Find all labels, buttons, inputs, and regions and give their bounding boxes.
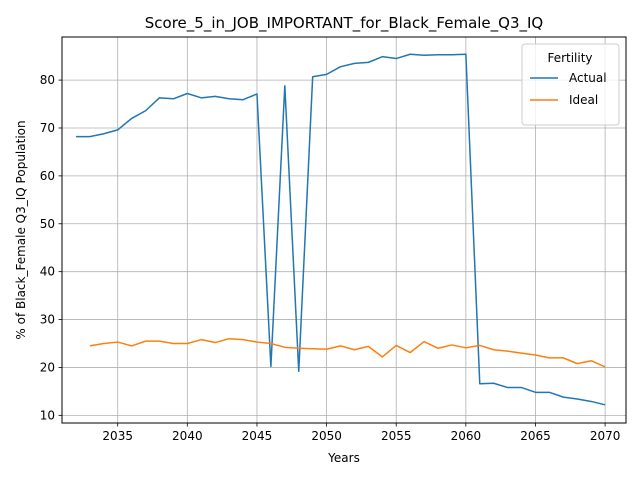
y-axis-label: % of Black_Female Q3_IQ Population bbox=[14, 120, 28, 339]
x-axis-label: Years bbox=[327, 451, 360, 465]
y-tick-label: 60 bbox=[40, 169, 55, 183]
legend-label-actual: Actual bbox=[569, 71, 607, 85]
legend-label-ideal: Ideal bbox=[569, 93, 598, 107]
x-tick-label: 2040 bbox=[172, 429, 203, 443]
x-tick-label: 2035 bbox=[102, 429, 133, 443]
series-lines bbox=[75, 53, 606, 406]
x-tick-label: 2060 bbox=[451, 429, 482, 443]
y-tick-label: 40 bbox=[40, 265, 55, 279]
legend: Fertility Actual Ideal bbox=[521, 43, 620, 126]
x-ticks: 2035 2040 2045 2050 2055 2060 2065 2070 bbox=[102, 423, 620, 443]
y-tick-label: 30 bbox=[40, 313, 55, 327]
series-line-actual bbox=[75, 53, 606, 406]
legend-box bbox=[521, 43, 620, 126]
x-tick-label: 2045 bbox=[242, 429, 273, 443]
y-tick-label: 10 bbox=[40, 408, 55, 422]
x-tick-label: 2055 bbox=[381, 429, 412, 443]
x-tick-label: 2050 bbox=[311, 429, 342, 443]
x-tick-label: 2065 bbox=[520, 429, 551, 443]
y-tick-label: 50 bbox=[40, 217, 55, 231]
x-tick-label: 2070 bbox=[590, 429, 621, 443]
y-tick-label: 70 bbox=[40, 121, 55, 135]
plot-frame bbox=[61, 36, 627, 424]
y-ticks: 10 20 30 40 50 60 70 80 bbox=[40, 73, 62, 422]
legend-title: Fertility bbox=[547, 51, 592, 65]
series-line-ideal bbox=[89, 337, 606, 368]
y-tick-label: 80 bbox=[40, 73, 55, 87]
y-tick-label: 20 bbox=[40, 360, 55, 374]
chart-title: Score_5_in_JOB_IMPORTANT_for_Black_Femal… bbox=[145, 14, 543, 33]
